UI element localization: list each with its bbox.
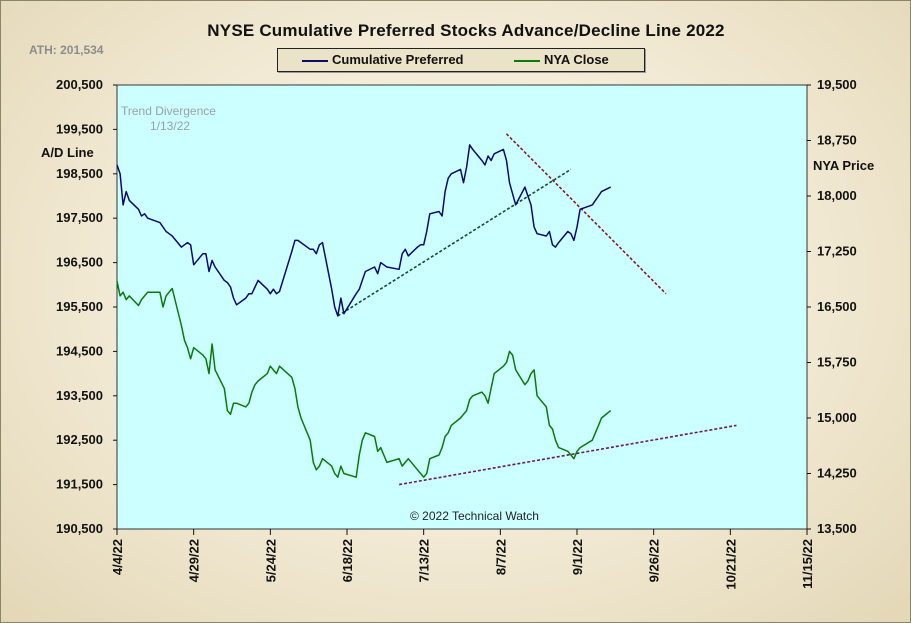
left-tick-label: 198,500: [56, 166, 103, 181]
left-tick-label: 191,500: [56, 477, 103, 492]
left-tick-label: 200,500: [56, 77, 103, 92]
right-tick-label: 15,750: [817, 355, 857, 370]
right-tick-label: 13,500: [817, 521, 857, 536]
copyright: © 2022 Technical Watch: [410, 509, 539, 523]
right-tick-label: 14,250: [817, 466, 857, 481]
trendlines: [337, 133, 737, 486]
x-axis: 4/4/22 4/29/22 5/24/22 6/18/22 7/13/22 8/7/22…: [110, 529, 815, 590]
trendline-2: [505, 133, 667, 295]
legend-swatch-cumulative: [302, 60, 328, 62]
legend-swatch-nya: [514, 60, 540, 62]
x-tick-label: 4/29/22: [187, 539, 202, 582]
divergence-label-1: Trend Divergence: [121, 104, 216, 118]
x-tick-label: 7/13/22: [417, 539, 432, 582]
right-tick-label: 19,500: [817, 77, 857, 92]
left-tick-label: 194,500: [56, 343, 103, 358]
legend: Cumulative Preferred NYA Close: [277, 48, 645, 72]
left-axis: 200,500 199,500 198,500 197,500 196,500 195,5…: [56, 77, 117, 536]
left-tick-label: 190,500: [56, 521, 103, 536]
legend-label-nya: NYA Close: [544, 52, 609, 67]
divergence-label-2: 1/13/22: [150, 119, 190, 133]
x-tick-label: 8/7/22: [493, 539, 508, 575]
series-group: [116, 144, 612, 478]
right-tick-label: 18,000: [817, 188, 857, 203]
left-tick-label: 195,500: [56, 299, 103, 314]
left-tick-label: 192,500: [56, 432, 103, 447]
x-tick-label: 9/1/22: [570, 539, 585, 575]
ath-label: ATH: 201,534: [29, 43, 104, 57]
left-tick-label: 197,500: [56, 210, 103, 225]
series-line-nya-close: [116, 280, 612, 478]
left-tick-label: 193,500: [56, 388, 103, 403]
legend-label-cumulative: Cumulative Preferred: [332, 52, 464, 67]
x-tick-label: 5/24/22: [263, 539, 278, 582]
right-tick-label: 18,750: [817, 133, 857, 148]
x-tick-label: 10/21/22: [723, 539, 738, 590]
left-tick-label: 199,500: [56, 121, 103, 136]
trendline-1: [337, 168, 572, 317]
left-axis-title: A/D Line: [41, 145, 94, 160]
right-axis-title: NYA Price: [813, 158, 875, 173]
right-tick-label: 16,500: [817, 299, 857, 314]
plot-area: [116, 84, 808, 530]
x-tick-label: 6/18/22: [340, 539, 355, 582]
chart-title: NYSE Cumulative Preferred Stocks Advance…: [207, 21, 725, 40]
right-tick-label: 17,250: [817, 244, 857, 259]
x-tick-label: 4/4/22: [110, 539, 125, 575]
right-tick-label: 15,000: [817, 410, 857, 425]
series-line-cumulative-preferred: [116, 144, 612, 317]
right-axis: 19,500 18,750 18,000 17,250 16,500 15,750 15,0…: [807, 77, 857, 536]
x-tick-label: 11/15/22: [800, 539, 815, 589]
left-tick-label: 196,500: [56, 255, 103, 270]
x-tick-label: 9/26/22: [647, 539, 662, 582]
trendline-3: [398, 424, 737, 486]
